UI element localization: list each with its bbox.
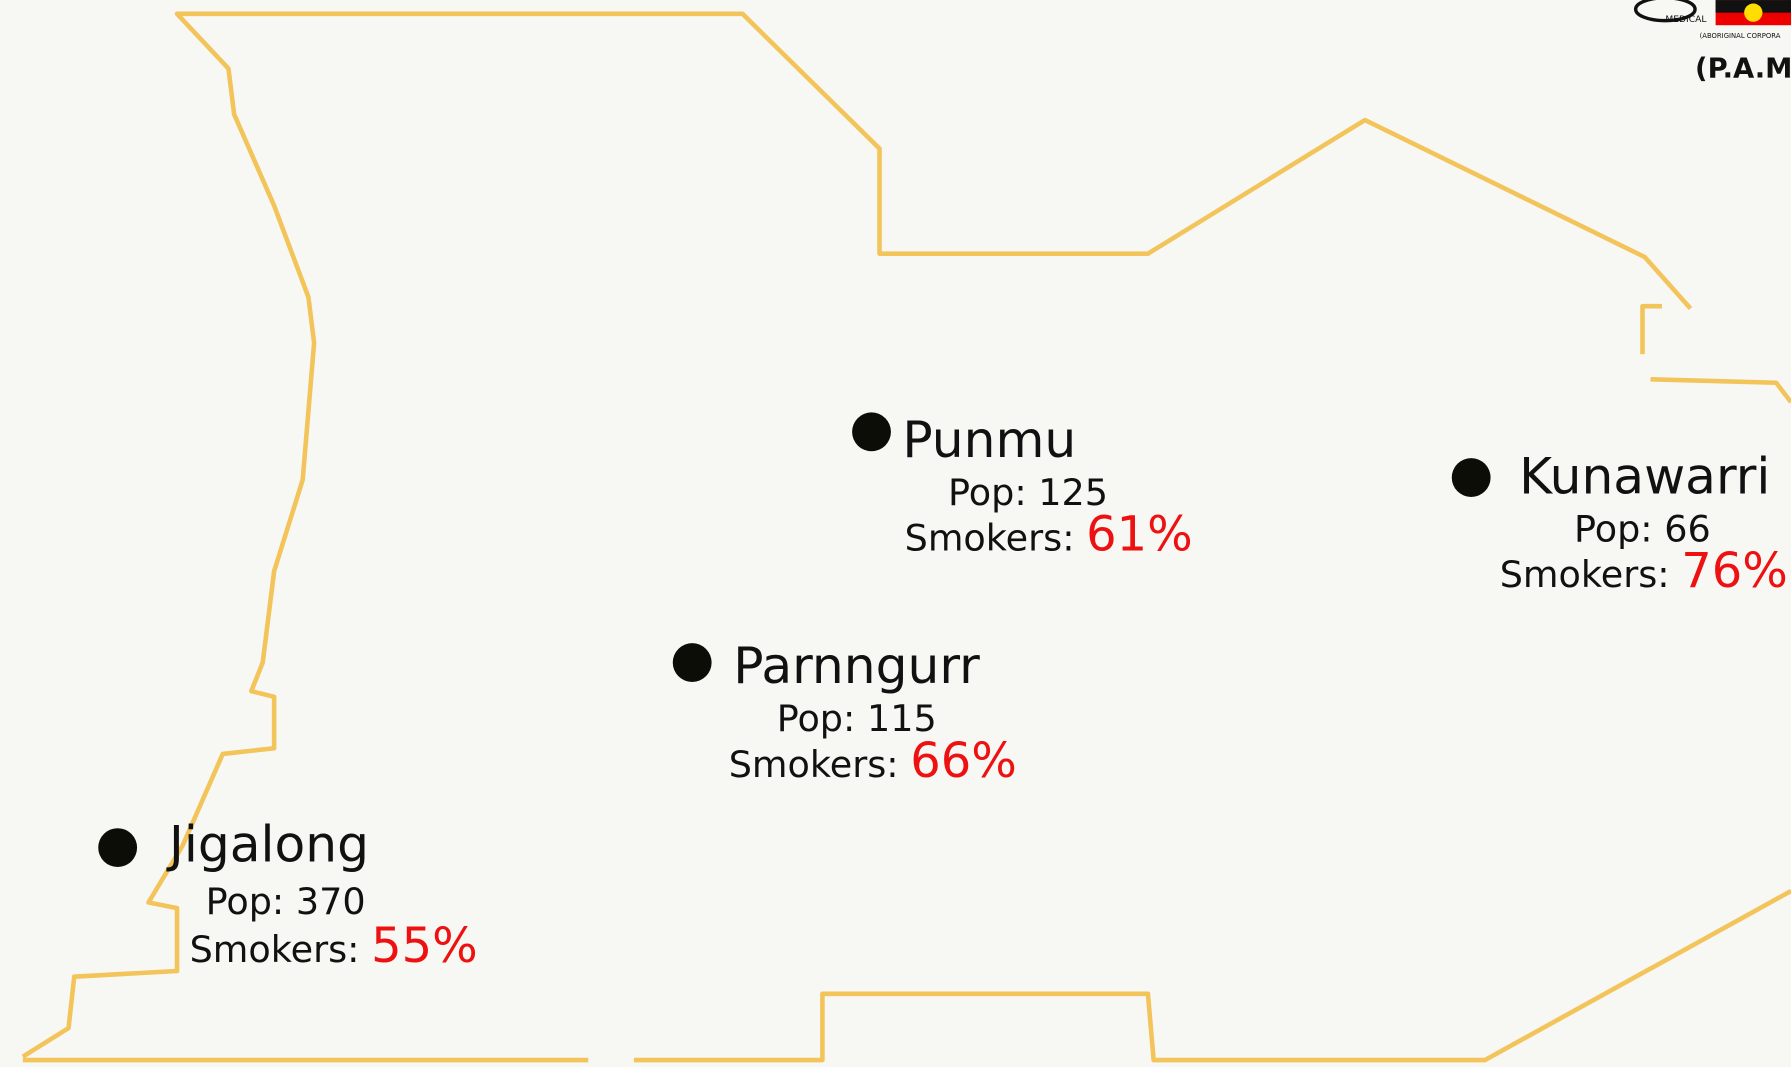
- smokers-label: Smokers:: [1500, 553, 1670, 596]
- population-value: 66: [1664, 507, 1711, 550]
- smokers-value: 61%: [1086, 507, 1193, 563]
- smokers-value: 55%: [371, 918, 478, 974]
- logo-text: MEDICAL: [1665, 15, 1707, 25]
- population: Pop: 125: [948, 471, 1108, 514]
- population-label: Pop:: [777, 697, 856, 740]
- smokers: Smokers: 55%: [190, 918, 478, 974]
- place-name: Jigalong: [166, 814, 369, 873]
- population: Pop: 66: [1574, 507, 1711, 550]
- place-dot: [852, 412, 891, 452]
- logo-icon: [1633, 0, 1697, 23]
- logo-acronym: (P.A.M.: [1695, 54, 1791, 85]
- place-dot: [1451, 458, 1491, 497]
- smokers-label: Smokers:: [729, 743, 899, 786]
- logo-text: (ABORIGINAL CORPORA: [1700, 32, 1781, 40]
- population-label: Pop:: [206, 880, 285, 923]
- flag-sun: [1744, 3, 1763, 22]
- smokers-label: Smokers:: [190, 928, 360, 971]
- population-label: Pop:: [948, 471, 1027, 514]
- place-name: Kunawarri: [1519, 447, 1770, 506]
- population-value: 370: [296, 880, 366, 923]
- population-value: 115: [867, 697, 937, 740]
- logo: MEDICAL (ABORIGINAL CORPORA (P.A.M.: [1633, 0, 1791, 85]
- smokers-label: Smokers:: [905, 517, 1075, 560]
- population-value: 125: [1038, 471, 1108, 514]
- smokers-value: 76%: [1681, 543, 1788, 599]
- region-border: [633, 889, 1791, 1063]
- population: Pop: 115: [777, 697, 937, 740]
- population: Pop: 370: [206, 880, 366, 923]
- region-border: [1650, 377, 1791, 404]
- region-border: [1640, 303, 1662, 355]
- smokers: Smokers: 61%: [905, 507, 1193, 563]
- population-label: Pop:: [1574, 507, 1653, 550]
- place-dot: [672, 643, 712, 682]
- place-dot: [98, 828, 138, 868]
- place-name: Parnngurr: [733, 636, 980, 695]
- region-border: [21, 11, 1693, 1059]
- smokers: Smokers: 66%: [729, 733, 1017, 789]
- smokers-value: 66%: [910, 733, 1017, 789]
- smokers: Smokers: 76%: [1500, 543, 1788, 599]
- place-name: Punmu: [902, 410, 1076, 469]
